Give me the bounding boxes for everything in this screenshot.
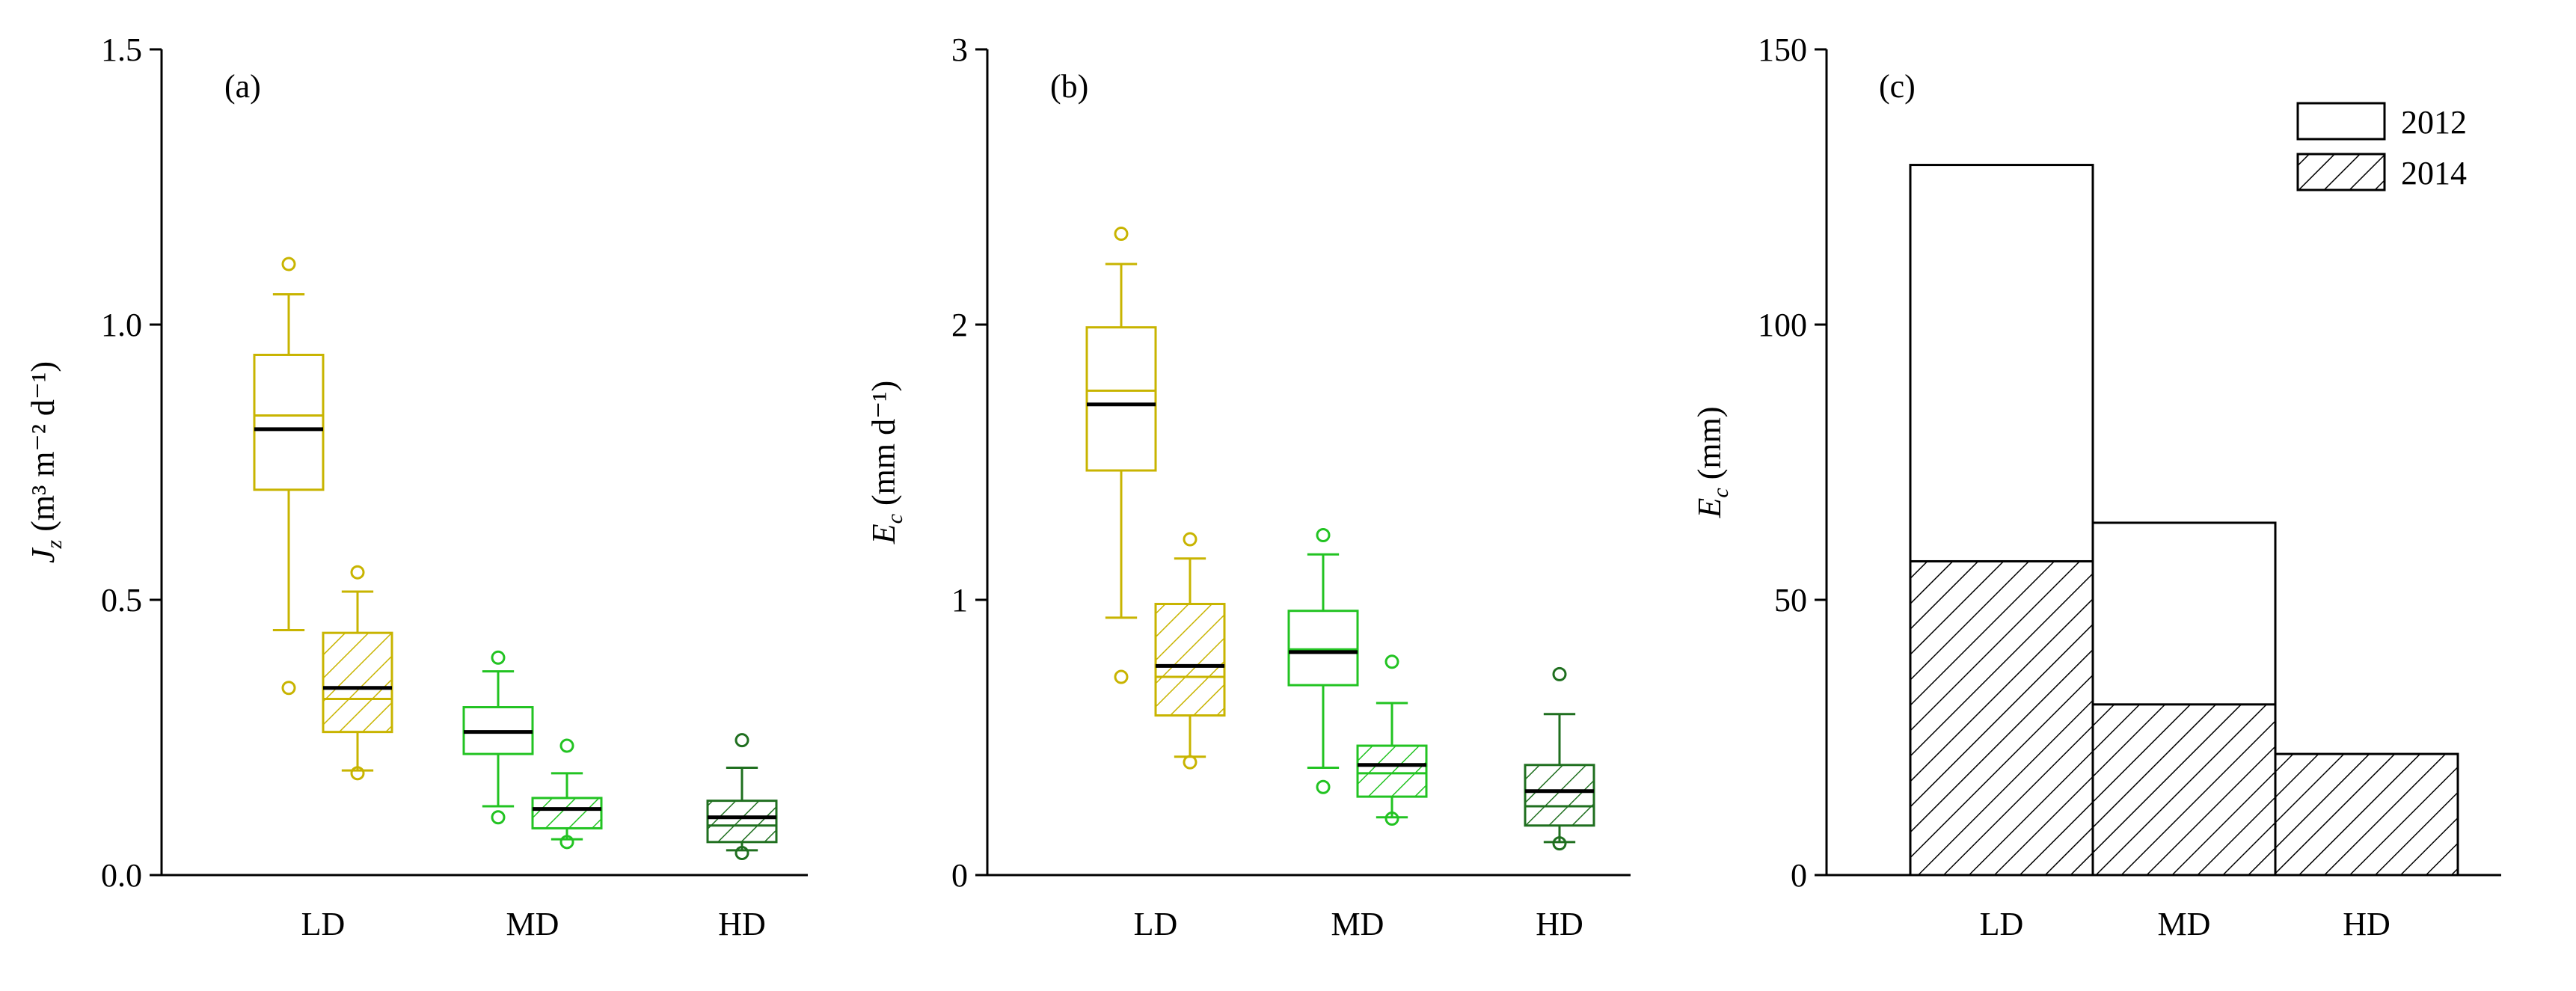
box-body (253, 353, 325, 491)
legend-label-2012: 2012 (2401, 104, 2467, 141)
legend: 2012 2014 (2296, 102, 2467, 191)
bar-HD-2014 (2274, 752, 2459, 877)
box-body (706, 800, 778, 844)
y-tick-label: 0.0 (101, 857, 142, 894)
box-HD-2014 (706, 733, 778, 861)
outlier-point (1552, 666, 1567, 681)
box-LD-2014 (322, 565, 393, 781)
outlier-point (1316, 779, 1331, 794)
outlier-point (1114, 227, 1129, 242)
legend-label-2014: 2014 (2401, 155, 2467, 191)
legend-swatch-2014 (2296, 153, 2386, 191)
x-category-label: MD (2158, 906, 2211, 942)
x-category-label: MD (1331, 906, 1384, 942)
panel-2: 0 1 2 3 LD MD HD (b) Ec (mm d⁻¹) (865, 31, 1631, 942)
outlier-point (559, 835, 574, 850)
y-axis-title: Ec (mm) (1691, 407, 1733, 519)
y-axis-title-symbol: E (865, 524, 902, 544)
y-axis-title-symbol: E (1691, 497, 1728, 518)
panel-label: (c) (1879, 68, 1916, 105)
box-body (1356, 744, 1428, 798)
panel-1: 0.0 0.5 1.0 1.5 LD MD HD (a) Jz (m³ m⁻² d⁻¹) (25, 31, 808, 942)
box-body (1154, 603, 1226, 717)
box-MD-2014 (531, 738, 603, 850)
outlier-point (350, 766, 365, 781)
y-tick-label: 0.5 (101, 582, 142, 619)
y-axis-title-unit: (mm d⁻¹) (865, 381, 902, 514)
outlier-point (491, 650, 506, 665)
outlier-point (281, 257, 296, 271)
box-MD-2012 (1287, 528, 1359, 794)
outlier-point (281, 681, 296, 696)
box-body (1085, 326, 1157, 472)
box-body (531, 797, 603, 829)
y-axis-title-subscript: c (883, 514, 907, 524)
x-category-label: HD (2343, 906, 2391, 942)
x-category-label: HD (1536, 906, 1583, 942)
y-tick-label: 1.5 (101, 31, 142, 68)
y-axis-title-symbol: J (25, 547, 61, 563)
y-tick-label: 2 (951, 307, 968, 343)
y-tick-label: 0 (1791, 857, 1807, 894)
box-MD-2012 (462, 650, 534, 825)
outlier-point (1384, 811, 1399, 826)
panel-label: (a) (224, 68, 261, 105)
outlier-point (1552, 836, 1567, 851)
y-axis-title: Jz (m³ m⁻² d⁻¹) (25, 361, 67, 563)
box-LD-2014 (1154, 532, 1226, 770)
box-body (1524, 764, 1595, 827)
y-axis-title-subscript: z (42, 539, 67, 549)
panel-label: (b) (1050, 68, 1088, 105)
bar-LD-2014 (1909, 559, 2094, 877)
y-tick-label: 150 (1758, 31, 1807, 68)
outlier-point (491, 810, 506, 825)
box-HD-2014 (1524, 666, 1595, 851)
y-tick-label: 1.0 (101, 307, 142, 343)
outlier-point (559, 738, 574, 753)
y-axis-title: Ec (mm d⁻¹) (865, 381, 907, 544)
y-axis-title-subscript: c (1708, 488, 1733, 497)
x-category-label: MD (506, 906, 559, 942)
y-tick-label: 0 (951, 857, 968, 894)
box-LD-2012 (1085, 227, 1157, 684)
y-tick-label: 3 (951, 31, 968, 68)
outlier-point (1316, 528, 1331, 543)
outlier-point (1183, 755, 1197, 770)
outlier-point (1183, 532, 1197, 547)
x-category-label: LD (1980, 906, 2024, 942)
outlier-point (735, 846, 749, 861)
x-category-label: LD (1134, 906, 1178, 942)
box-body (322, 631, 393, 734)
outlier-point (1384, 654, 1399, 669)
bar-MD-2014 (2091, 703, 2277, 877)
y-tick-label: 1 (951, 582, 968, 619)
x-category-label: HD (718, 906, 766, 942)
box-MD-2014 (1356, 654, 1428, 826)
y-axis-title-unit: (mm) (1691, 407, 1728, 488)
x-category-label: LD (301, 906, 346, 942)
y-tick-label: 100 (1758, 307, 1807, 343)
box-LD-2012 (253, 257, 325, 696)
legend-swatch-2012 (2296, 102, 2386, 141)
y-axis-title-unit: (m³ m⁻² d⁻¹) (25, 361, 61, 540)
outlier-point (1114, 669, 1129, 684)
y-tick-label: 50 (1774, 582, 1807, 619)
box-body (1287, 610, 1359, 687)
outlier-point (735, 733, 749, 748)
outlier-point (350, 565, 365, 580)
panel-3: 0 50 100 150 LD MD HD (c) Ec (mm) 2012 2014 (1691, 31, 2501, 942)
